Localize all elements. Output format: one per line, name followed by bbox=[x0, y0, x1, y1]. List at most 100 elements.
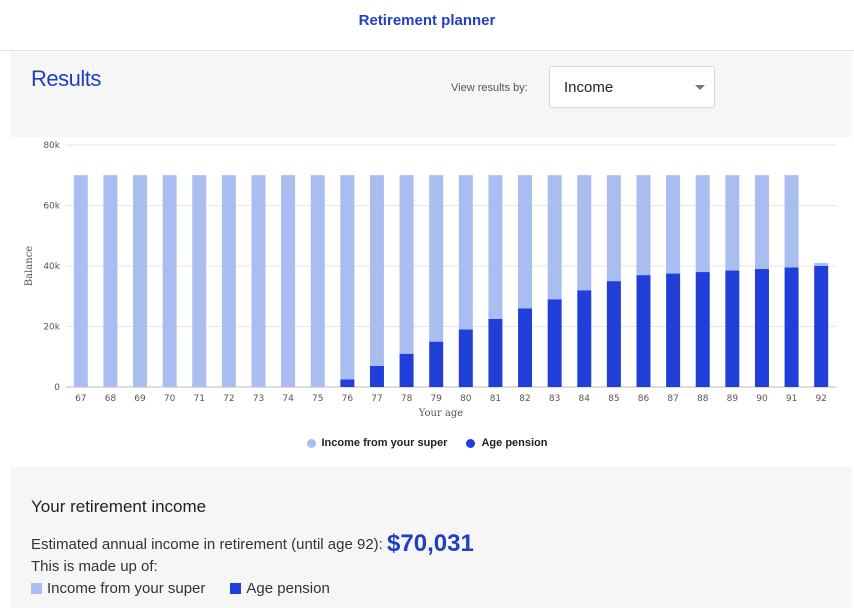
bar-super-income bbox=[784, 175, 799, 268]
y-axis-title: Balance bbox=[24, 246, 35, 287]
x-tick-label: 79 bbox=[430, 394, 442, 404]
legend-label-super: Income from your super bbox=[321, 437, 448, 449]
super-swatch bbox=[31, 583, 42, 594]
bar-super-income bbox=[133, 175, 148, 387]
bar-age-pension bbox=[518, 308, 533, 387]
bar-age-pension bbox=[666, 273, 681, 387]
bar-age-pension bbox=[399, 353, 414, 387]
x-tick-label: 70 bbox=[164, 394, 176, 404]
x-tick-label: 69 bbox=[134, 394, 146, 404]
bar-age-pension bbox=[814, 266, 829, 387]
pension-swatch bbox=[230, 583, 242, 594]
bar-super-income bbox=[310, 175, 325, 387]
legend-label-pension: Age pension bbox=[481, 437, 548, 449]
bar-super-income bbox=[488, 175, 503, 319]
x-tick-label: 82 bbox=[519, 394, 530, 404]
bar-age-pension bbox=[547, 299, 562, 387]
bar-super-income bbox=[458, 175, 473, 330]
x-tick-label: 71 bbox=[194, 394, 205, 404]
bar-age-pension bbox=[725, 270, 740, 387]
x-tick-label: 76 bbox=[342, 394, 354, 404]
bar-super-income bbox=[429, 175, 444, 342]
bar-age-pension bbox=[429, 341, 444, 387]
y-tick-label: 60k bbox=[43, 202, 60, 212]
summary-legend: Income from your super Age pension bbox=[31, 580, 355, 597]
x-tick-label: 68 bbox=[105, 394, 117, 404]
estimate-amount: $70,031 bbox=[387, 530, 474, 557]
y-tick-label: 80k bbox=[43, 141, 60, 151]
bar-super-income bbox=[73, 175, 88, 387]
bar-super-income bbox=[547, 175, 562, 300]
legend-dot-super bbox=[306, 438, 316, 448]
summary-legend-pension: Age pension bbox=[230, 580, 330, 597]
summary-title: Your retirement income bbox=[31, 497, 207, 516]
bar-super-income bbox=[814, 262, 829, 266]
x-tick-label: 88 bbox=[697, 394, 709, 404]
chart-area: 0 20k 40k 60k 80k 67 68 69 70 71 72 73 74 75 76 77 78 79 8… bbox=[10, 137, 852, 467]
x-tick-label: 84 bbox=[579, 394, 591, 404]
x-tick-label: 91 bbox=[786, 394, 797, 404]
made-up-text: This is made up of: bbox=[31, 558, 158, 575]
x-tick-label: 86 bbox=[638, 394, 650, 404]
x-tick-label: 77 bbox=[371, 394, 382, 404]
summary-legend-super: Income from your super bbox=[31, 580, 205, 597]
legend-dot-pension bbox=[466, 438, 476, 448]
bar-super-income bbox=[369, 175, 384, 366]
bar-super-income bbox=[666, 175, 681, 274]
x-tick-label: 87 bbox=[667, 394, 678, 404]
x-tick-label: 83 bbox=[549, 394, 560, 404]
bar-super-income bbox=[754, 175, 769, 270]
bar-super-income bbox=[606, 175, 621, 282]
bar-super-income bbox=[192, 175, 207, 387]
bar-age-pension bbox=[695, 272, 710, 387]
summary-super-label: Income from your super bbox=[47, 580, 206, 597]
bar-age-pension bbox=[754, 269, 769, 387]
bar-super-income bbox=[695, 175, 710, 273]
x-tick-label: 81 bbox=[490, 394, 501, 404]
x-tick-label: 90 bbox=[756, 394, 768, 404]
app-title: Retirement planner bbox=[358, 12, 496, 29]
bar-super-income bbox=[221, 175, 236, 387]
bar-age-pension bbox=[488, 318, 503, 387]
view-results-value: Income bbox=[564, 79, 614, 96]
x-tick-label: 72 bbox=[223, 394, 234, 404]
x-tick-label: 74 bbox=[282, 394, 294, 404]
bar-age-pension bbox=[369, 365, 384, 387]
bar-super-income bbox=[281, 175, 296, 387]
results-title: Results bbox=[31, 66, 101, 91]
x-tick-label: 85 bbox=[608, 394, 619, 404]
view-results-select[interactable]: Income bbox=[549, 66, 715, 108]
bar-age-pension bbox=[606, 281, 621, 387]
income-chart: 0 20k 40k 60k 80k 67 68 69 70 71 72 73 74 75 76 77 78 79 8… bbox=[24, 141, 836, 419]
legend-item-pension[interactable]: Age pension bbox=[466, 437, 548, 449]
y-tick-label: 20k bbox=[43, 323, 60, 333]
summary-estimate: Estimated annual income in retirement (u… bbox=[31, 530, 474, 558]
bar-super-income bbox=[636, 175, 651, 276]
bar-super-income bbox=[340, 175, 355, 380]
estimate-text: Estimated annual income in retirement (u… bbox=[31, 536, 383, 553]
x-tick-label: 92 bbox=[815, 394, 826, 404]
chart-legend: Income from your super Age pension bbox=[0, 437, 854, 453]
bar-super-income bbox=[518, 175, 533, 309]
bar-age-pension bbox=[340, 379, 355, 387]
x-tick-label: 78 bbox=[401, 394, 413, 404]
bar-super-income bbox=[251, 175, 266, 387]
bar-super-income bbox=[162, 175, 177, 387]
bar-age-pension bbox=[458, 329, 473, 387]
x-axis-title: Your age bbox=[418, 408, 464, 419]
bar-super-income bbox=[399, 175, 414, 354]
bar-age-pension bbox=[577, 290, 592, 387]
summary-pension-label: Age pension bbox=[246, 580, 330, 597]
header-bar: Retirement planner bbox=[0, 0, 854, 51]
bar-super-income bbox=[577, 175, 592, 291]
x-tick-label: 89 bbox=[727, 394, 739, 404]
chevron-down-icon bbox=[695, 85, 705, 90]
y-tick-label: 40k bbox=[43, 262, 60, 272]
bar-age-pension bbox=[784, 267, 799, 387]
legend-item-super[interactable]: Income from your super bbox=[306, 437, 448, 449]
view-results-label: View results by: bbox=[451, 82, 528, 94]
bar-super-income bbox=[103, 175, 118, 387]
y-tick-label: 0 bbox=[54, 383, 60, 393]
x-tick-label: 73 bbox=[253, 394, 264, 404]
x-tick-label: 80 bbox=[460, 394, 472, 404]
